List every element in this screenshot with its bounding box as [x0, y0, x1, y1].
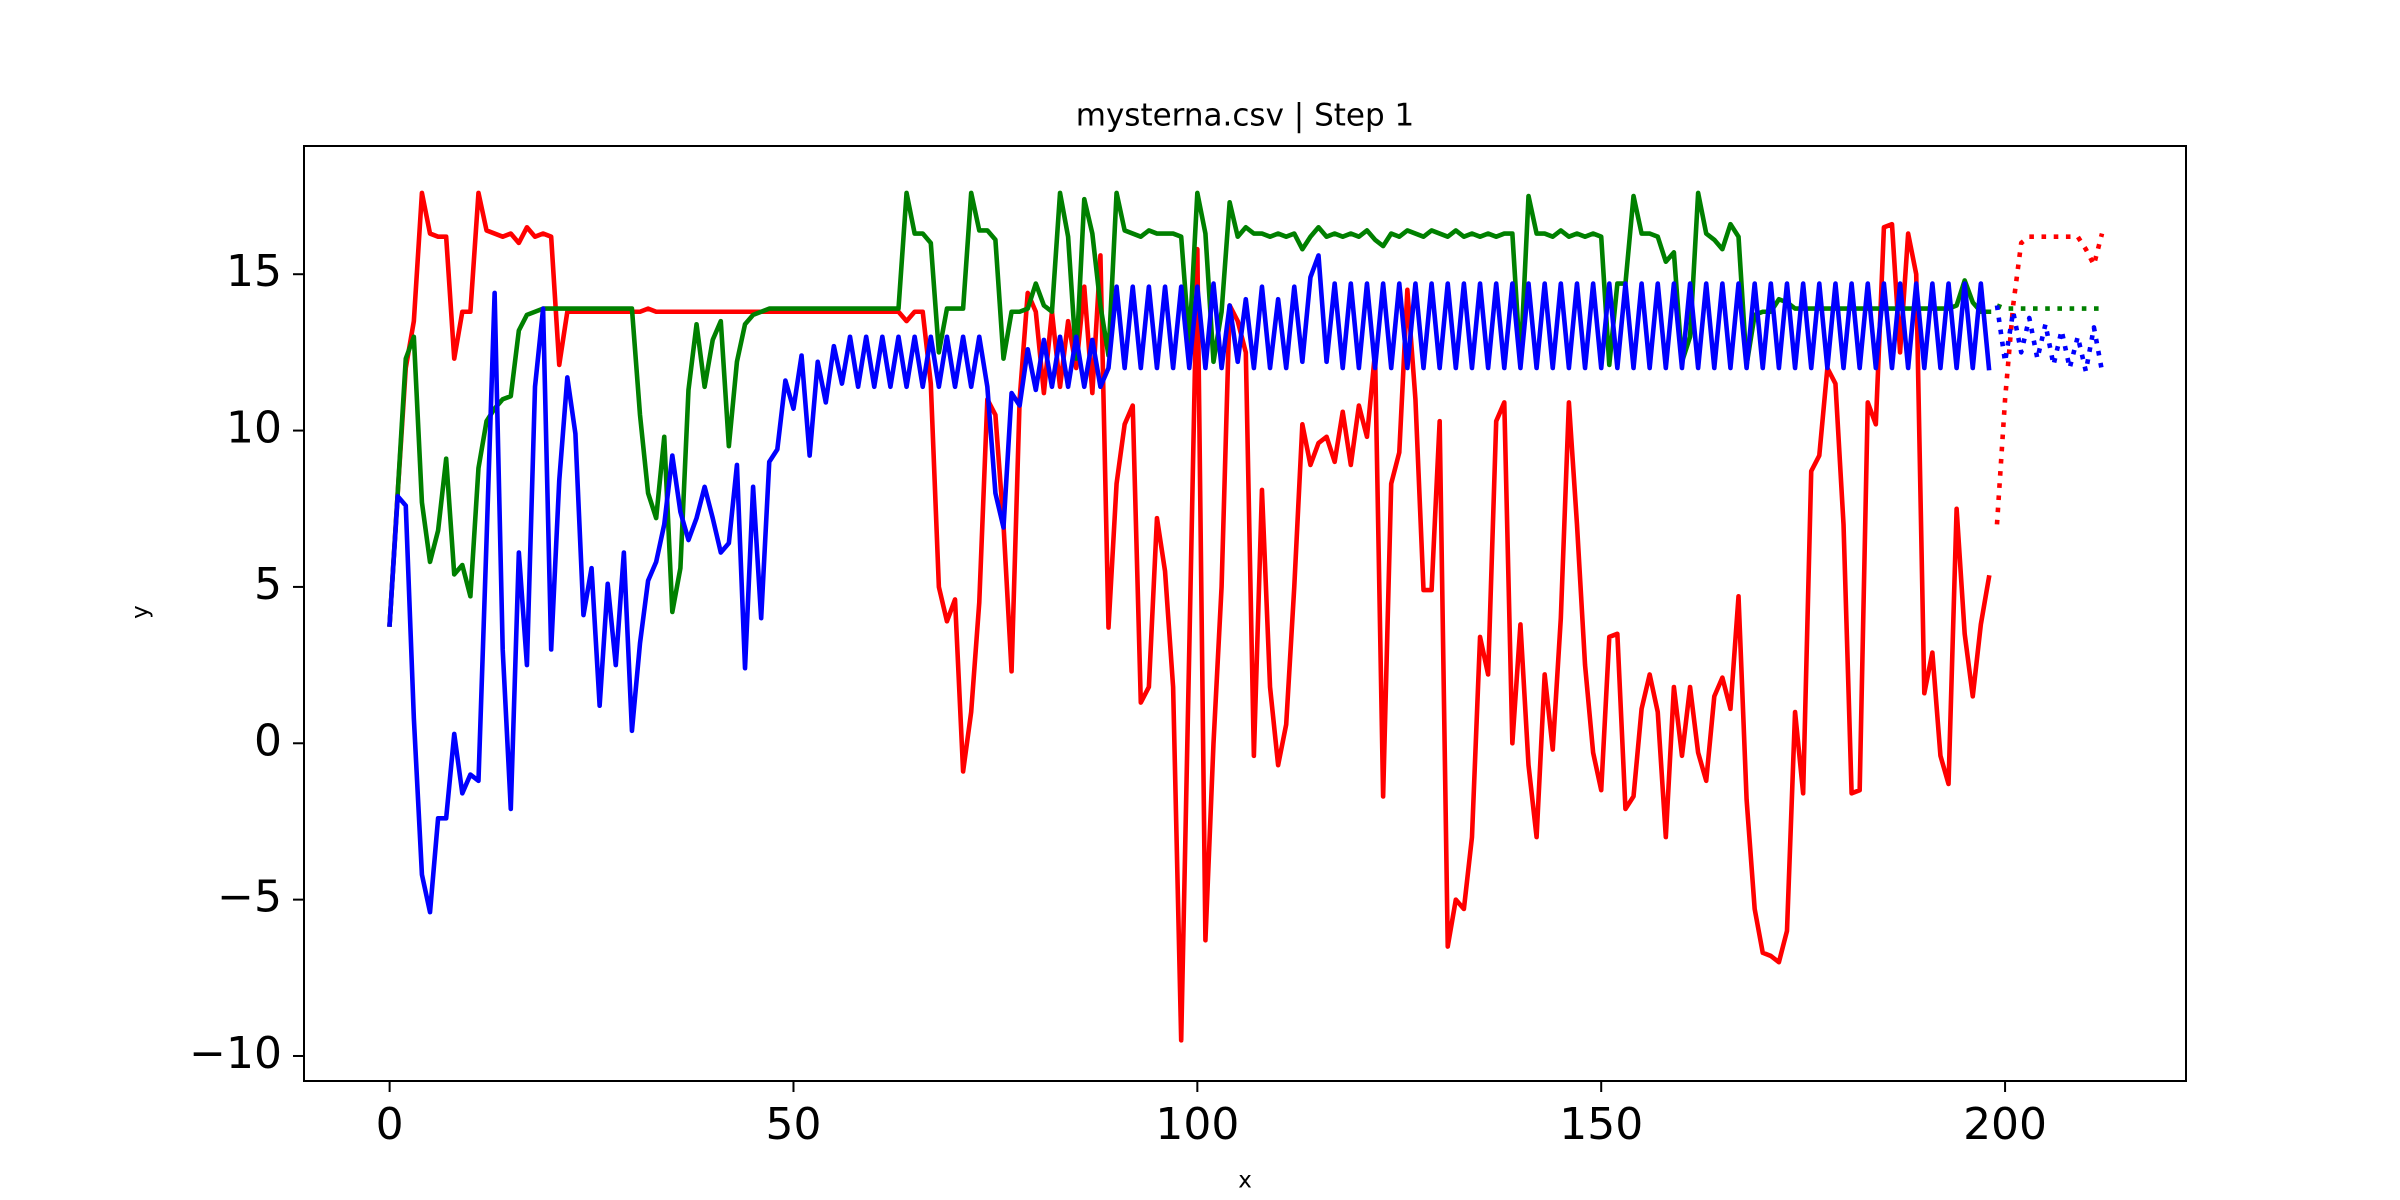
y-tick-label: 15 — [226, 246, 282, 297]
x-tick-label: 100 — [1155, 1099, 1239, 1150]
x-tick-label: 0 — [376, 1099, 404, 1150]
y-tick-label: −10 — [189, 1028, 282, 1079]
y-tick-label: 0 — [254, 715, 282, 766]
axes-frame — [303, 145, 2187, 1082]
x-tick-label: 200 — [1963, 1099, 2047, 1150]
data-line — [387, 253, 1992, 915]
y-axis-label: y — [128, 605, 154, 619]
y-tick-label: 5 — [254, 559, 282, 610]
x-tick-label: 150 — [1559, 1099, 1643, 1150]
data-line — [1994, 305, 2105, 374]
y-tick-label: 10 — [226, 403, 282, 454]
y-tick-label: −5 — [217, 872, 282, 923]
plot-area — [387, 190, 2105, 1043]
data-line — [387, 190, 1992, 1043]
x-tick-label: 50 — [765, 1099, 821, 1150]
data-line — [1996, 303, 2102, 311]
data-line — [387, 190, 1992, 627]
chart-title: mysterna.csv | Step 1 — [1076, 98, 1414, 134]
x-axis-label: x — [1238, 1168, 1252, 1194]
